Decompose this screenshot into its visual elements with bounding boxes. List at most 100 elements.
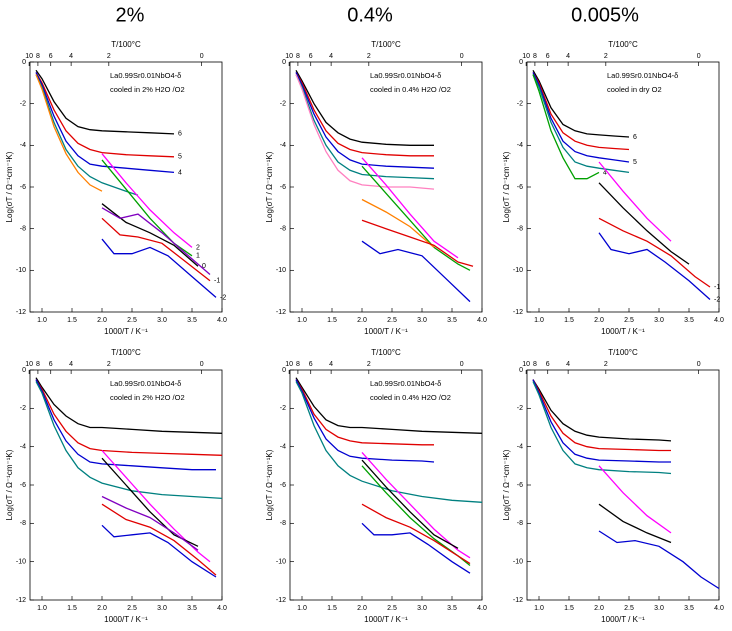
series-line bbox=[532, 379, 672, 442]
x2-tick-label: 4 bbox=[69, 53, 73, 60]
column-title: 2% bbox=[116, 4, 145, 26]
curve-label: 0 bbox=[202, 263, 206, 270]
curve-label: 6 bbox=[633, 134, 637, 141]
curve-label: 4 bbox=[178, 169, 182, 176]
series-line bbox=[598, 161, 672, 242]
x-tick-label: 1.0 bbox=[534, 605, 544, 612]
y-tick-label: -2 bbox=[517, 101, 523, 108]
series-line bbox=[101, 159, 193, 257]
x-tick-label: 3.0 bbox=[654, 605, 664, 612]
series-line bbox=[295, 74, 435, 190]
series-line bbox=[295, 379, 435, 463]
panel: 1.0 1.5 2.0 2.5 3.0 3.5 4.0 0 -2 -4 -6 -8 -10 -12 10 8 6… bbox=[5, 348, 227, 624]
annotation: cooled in 2% H2O /O2 bbox=[110, 85, 185, 94]
x2-tick-label: 6 bbox=[309, 53, 313, 60]
plot-frame bbox=[526, 369, 720, 601]
x-tick-label: 3.5 bbox=[187, 317, 197, 324]
curve-label: 5 bbox=[178, 154, 182, 161]
x2-tick-label: 6 bbox=[49, 361, 53, 368]
x-tick-label: 3.5 bbox=[187, 605, 197, 612]
y-tick-label: -4 bbox=[280, 444, 286, 451]
series-line bbox=[35, 69, 175, 135]
curve-label: -2 bbox=[220, 294, 226, 301]
annotation: cooled in 0.4% H2O /O2 bbox=[370, 85, 451, 94]
x2-tick-label: 2 bbox=[604, 53, 608, 60]
series-line bbox=[532, 74, 600, 180]
x-tick-label: 4.0 bbox=[714, 605, 724, 612]
y-tick-label: -10 bbox=[16, 267, 26, 274]
annotation: La0.99Sr0.01NbO4-δ bbox=[370, 379, 441, 388]
series-line bbox=[35, 381, 223, 500]
series-line bbox=[532, 379, 671, 452]
x2-tick-label: 2 bbox=[107, 53, 111, 60]
y-tick-label: 0 bbox=[22, 59, 26, 66]
series-line bbox=[35, 72, 175, 158]
annotation: La0.99Sr0.01NbO4-δ bbox=[370, 71, 441, 80]
y-tick-label: -10 bbox=[513, 559, 523, 566]
panel: 1.0 1.5 2.0 2.5 3.0 3.5 4.0 0 -2 -4 -6 -8 -10 -12 10 8 6… bbox=[502, 348, 724, 624]
x2-tick-label: 8 bbox=[533, 361, 537, 368]
y-tick-label: 0 bbox=[519, 367, 523, 374]
y-tick-label: -4 bbox=[20, 142, 26, 149]
x-tick-label: 4.0 bbox=[714, 317, 724, 324]
plot-frame bbox=[526, 61, 720, 313]
y-tick-label: -6 bbox=[20, 482, 26, 489]
y-tick-label: -10 bbox=[276, 267, 286, 274]
x2-tick-label: 6 bbox=[309, 361, 313, 368]
annotation: cooled in 0.4% H2O /O2 bbox=[370, 393, 451, 402]
series-line bbox=[361, 459, 459, 549]
x-tick-label: 2.0 bbox=[97, 605, 107, 612]
annotation: La0.99Sr0.01NbO4-δ bbox=[607, 71, 678, 80]
y-tick-label: -6 bbox=[280, 184, 286, 191]
x2-tick-label: 10 bbox=[522, 53, 530, 60]
y-tick-label: -6 bbox=[20, 184, 26, 191]
y-tick-label: -6 bbox=[280, 482, 286, 489]
x-tick-label: 3.0 bbox=[157, 317, 167, 324]
x2-tick-label: 6 bbox=[546, 53, 550, 60]
x2-tick-label: 8 bbox=[36, 53, 40, 60]
x-axis-label: 1000/T / K⁻¹ bbox=[104, 615, 148, 624]
series-line bbox=[598, 465, 672, 534]
series-line bbox=[35, 72, 175, 174]
x-tick-label: 1.5 bbox=[67, 317, 77, 324]
x2-tick-label: 0 bbox=[460, 361, 464, 368]
series-line bbox=[532, 379, 671, 463]
series-line bbox=[295, 72, 435, 169]
x-tick-label: 2.5 bbox=[624, 605, 634, 612]
series-line bbox=[35, 74, 139, 196]
y-tick-label: -8 bbox=[517, 226, 523, 233]
x2-tick-label: 0 bbox=[200, 361, 204, 368]
series-line bbox=[532, 72, 630, 163]
x-axis-label: 1000/T / K⁻¹ bbox=[601, 615, 645, 624]
series-line bbox=[598, 182, 690, 265]
x-tick-label: 2.5 bbox=[127, 605, 137, 612]
curve-label: 6 bbox=[178, 131, 182, 138]
series-line bbox=[361, 451, 471, 559]
y-axis-label: Log(σT / Ω⁻¹cm⁻¹K) bbox=[502, 151, 511, 222]
series-line bbox=[101, 207, 211, 275]
x-tick-label: 1.0 bbox=[534, 317, 544, 324]
annotation: La0.99Sr0.01NbO4-δ bbox=[110, 379, 181, 388]
x2-tick-label: 2 bbox=[367, 361, 371, 368]
series-line bbox=[532, 69, 630, 138]
series-line bbox=[361, 165, 471, 271]
x2-tick-label: 2 bbox=[367, 53, 371, 60]
x-tick-label: 3.5 bbox=[447, 317, 457, 324]
series-line bbox=[361, 503, 471, 565]
series-line bbox=[101, 524, 217, 578]
curve-label: 5 bbox=[633, 159, 637, 166]
series-line bbox=[295, 377, 483, 434]
x2-tick-label: 0 bbox=[697, 361, 701, 368]
curve-label: 4 bbox=[603, 169, 607, 176]
y-axis-label: Log(σT / Ω⁻¹cm⁻¹K) bbox=[5, 151, 14, 222]
series-line bbox=[295, 381, 483, 503]
x-tick-label: 1.5 bbox=[564, 317, 574, 324]
y-axis-label: Log(σT / Ω⁻¹cm⁻¹K) bbox=[5, 449, 14, 520]
x2-tick-label: 10 bbox=[25, 53, 33, 60]
x2-tick-label: 2 bbox=[604, 361, 608, 368]
plot-frame bbox=[289, 369, 483, 601]
y-tick-label: -4 bbox=[517, 444, 523, 451]
x-axis-label: 1000/T / K⁻¹ bbox=[364, 327, 408, 336]
x2-tick-label: 8 bbox=[296, 361, 300, 368]
